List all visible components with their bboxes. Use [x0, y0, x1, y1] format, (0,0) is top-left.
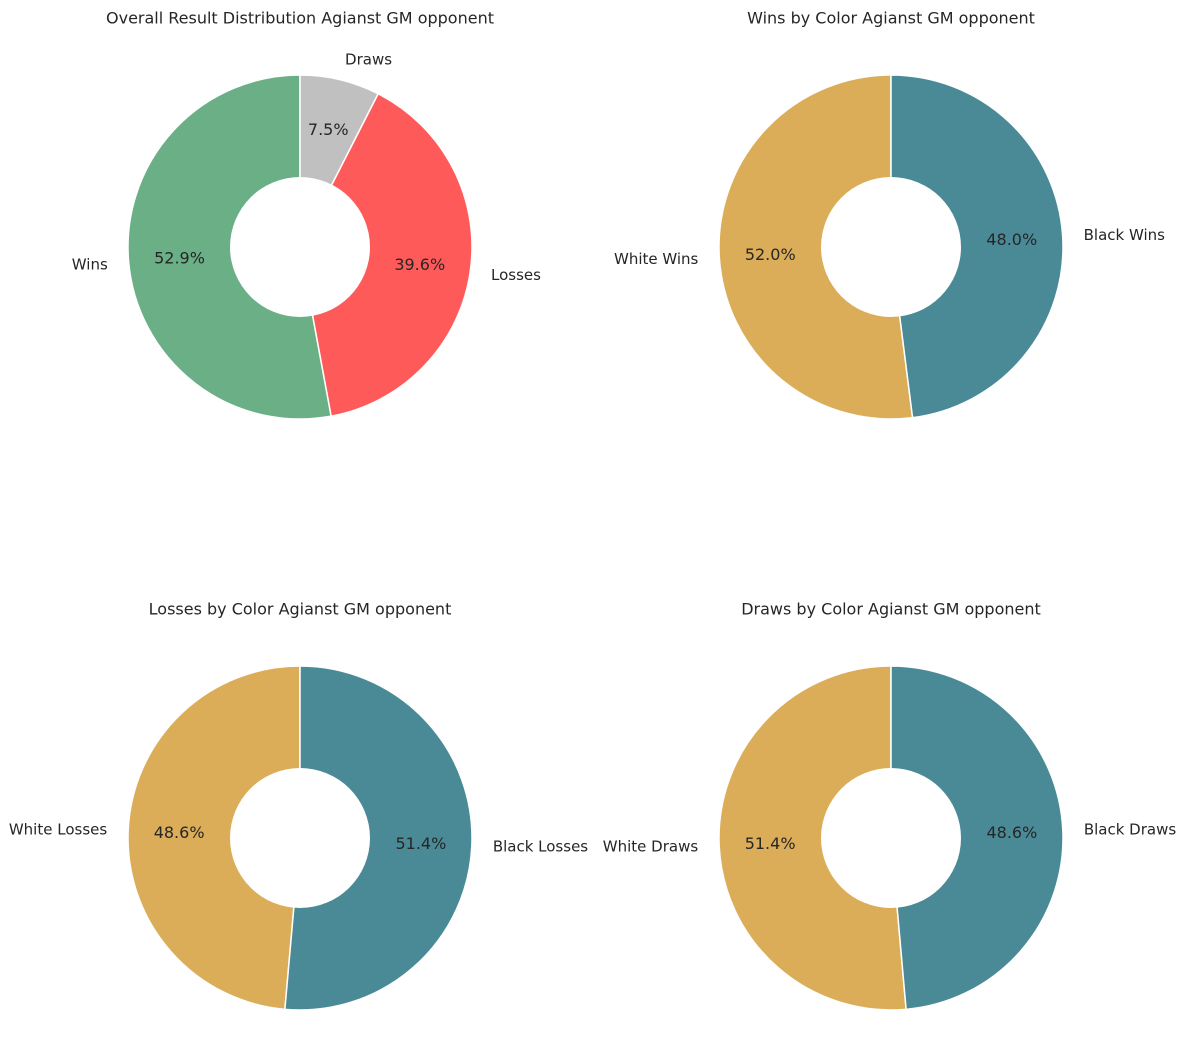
- percent-label-black-losses: 51.4%: [395, 834, 446, 853]
- slice-black-losses: [284, 665, 473, 1011]
- slice-white-losses: [127, 665, 301, 1011]
- slice-label-white-draws: White Draws: [603, 837, 699, 855]
- slice-white-draws: [718, 665, 907, 1011]
- slice-black-draws: [890, 665, 1064, 1011]
- donut-hole: [230, 177, 370, 317]
- percent-label-black-draws: 48.6%: [986, 823, 1037, 842]
- donut-hole: [230, 768, 370, 908]
- donut-chart-4: Draws by Color Agianst GM opponent White …: [603, 600, 1177, 1011]
- percent-label-black-wins: 48.0%: [986, 230, 1037, 249]
- slice-label-draws: Draws: [345, 50, 392, 68]
- percent-label-draws: 7.5%: [308, 120, 349, 139]
- slice-label-white-losses: White Losses: [9, 821, 108, 839]
- chart-title: Wins by Color Agianst GM opponent: [747, 9, 1035, 28]
- donut-chart-1: Overall Result Distribution Agianst GM o…: [72, 9, 541, 420]
- percent-label-losses: 39.6%: [394, 255, 445, 274]
- percent-label-white-draws: 51.4%: [745, 834, 796, 853]
- chart-title: Losses by Color Agianst GM opponent: [149, 600, 452, 619]
- percent-label-wins: 52.9%: [154, 249, 205, 268]
- donut-chart-2: Wins by Color Agianst GM opponent White W…: [614, 9, 1165, 420]
- donut-hole: [821, 768, 961, 908]
- slice-label-black-draws: Black Draws: [1084, 821, 1177, 839]
- slice-wins: [127, 74, 332, 420]
- percent-label-white-losses: 48.6%: [154, 823, 205, 842]
- slice-label-wins: Wins: [72, 256, 108, 274]
- slice-white-wins: [718, 74, 914, 420]
- chart-title: Overall Result Distribution Agianst GM o…: [106, 9, 494, 28]
- slice-losses: [299, 92, 473, 417]
- slice-label-black-losses: Black Losses: [493, 837, 588, 855]
- slice-label-black-wins: Black Wins: [1084, 226, 1166, 244]
- slice-label-white-wins: White Wins: [614, 250, 699, 268]
- donut-hole: [821, 177, 961, 317]
- slice-label-losses: Losses: [491, 266, 541, 284]
- percent-label-white-wins: 52.0%: [745, 245, 796, 264]
- chart-title: Draws by Color Agianst GM opponent: [741, 600, 1041, 619]
- slice-black-wins: [890, 74, 1064, 419]
- donut-chart-3: Losses by Color Agianst GM opponent White…: [9, 600, 588, 1011]
